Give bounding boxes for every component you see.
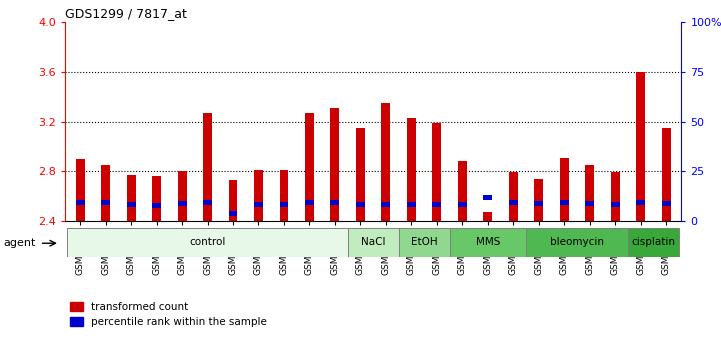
Text: agent: agent [4,238,36,248]
Bar [611,202,619,207]
Bar [585,201,594,206]
Bar [101,165,110,221]
Bar [559,200,569,205]
Bar [305,200,314,205]
Bar [305,113,314,221]
Bar [254,170,263,221]
Bar [458,161,466,221]
Bar [229,211,237,216]
Bar [177,171,187,221]
Bar [407,202,416,207]
Bar [356,202,365,207]
Bar [662,128,671,221]
Bar [152,204,161,208]
Bar [177,201,187,206]
Bar [509,172,518,221]
Bar [76,200,84,205]
Bar [101,200,110,205]
Bar [127,175,136,221]
Bar [611,172,619,221]
Bar [483,212,492,221]
Text: GDS1299 / 7817_at: GDS1299 / 7817_at [65,7,187,20]
Bar [68,228,348,257]
Bar [433,123,441,221]
Bar [330,200,340,205]
Bar [381,103,390,221]
Bar [628,228,678,257]
Bar [509,200,518,205]
Bar [280,202,288,207]
Bar [356,128,365,221]
Bar [433,202,441,207]
Bar [330,108,340,221]
Text: cisplatin: cisplatin [632,237,676,247]
Bar [76,159,84,221]
Bar [449,228,526,257]
Text: MMS: MMS [476,237,500,247]
Bar [127,202,136,207]
Bar [662,201,671,206]
Bar [534,201,543,206]
Bar [636,200,645,205]
Text: bleomycin: bleomycin [550,237,604,247]
Text: control: control [190,237,226,247]
Bar [534,179,543,221]
Bar [483,195,492,200]
Bar [559,158,569,221]
Bar [203,113,212,221]
Bar [229,180,237,221]
Legend: transformed count, percentile rank within the sample: transformed count, percentile rank withi… [70,302,267,327]
Bar [585,165,594,221]
Bar [399,228,449,257]
Bar [280,170,288,221]
Bar [407,118,416,221]
Bar [348,228,399,257]
Bar [152,176,161,221]
Text: EtOH: EtOH [411,237,438,247]
Bar [526,228,628,257]
Bar [203,200,212,205]
Bar [458,202,466,207]
Bar [381,202,390,207]
Bar [254,202,263,207]
Text: NaCl: NaCl [361,237,385,247]
Bar [636,72,645,221]
